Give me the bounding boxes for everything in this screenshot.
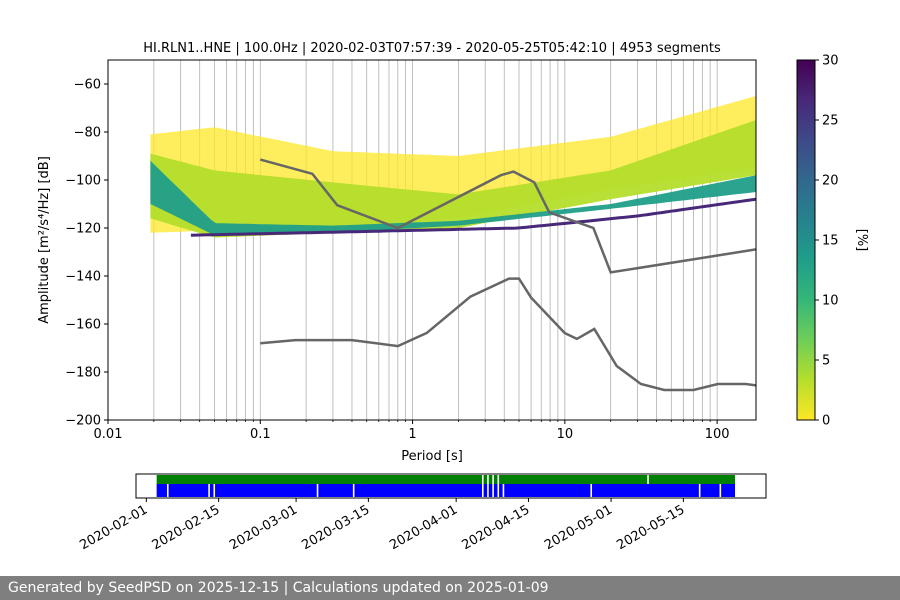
x-tick-label: 1 [408,427,416,442]
heatmap-band [150,160,756,236]
y-axis: −60 −80 −100 −120 −140 −160 −180 −200 [65,78,108,429]
footer-bar: Generated by SeedPSD on 2025-12-15 | Cal… [0,576,900,600]
x-axis: 0.01 0.1 1 10 100 [94,420,730,442]
availability-gap [590,484,593,497]
nhnm-curve [259,158,756,274]
availability-gap [487,475,489,484]
y-tick-label: −80 [74,126,101,141]
colorbar-tick-label: 5 [822,354,830,369]
footer-text: Generated by SeedPSD on 2025-12-15 | Cal… [8,580,549,596]
heatmap-layer [150,96,756,238]
colorbar-tick-label: 15 [822,234,839,249]
colorbar-ticks: 0 5 10 15 20 25 30 [815,54,839,429]
x-tick-label: 10 [557,427,574,442]
colorbar: 0 5 10 15 20 25 30 [%] [796,54,869,429]
availability-gap [698,484,701,497]
availability-gap [487,484,489,497]
availability-gap [492,484,494,497]
colorbar-tick-label: 10 [822,294,839,309]
plot-frame [107,59,757,421]
availability-gap [502,484,505,497]
timeline-tick-label: 2020-03-15 [299,502,372,553]
timeline-bars [156,475,736,497]
availability-gap [352,484,355,497]
colorbar-tick-label: 0 [822,414,830,429]
availability-timeline: 2020-02-01 2020-02-15 2020-03-01 2020-03-15… [77,473,767,553]
y-tick-label: −180 [65,366,101,381]
availability-gap [492,475,494,484]
chart-title: HI.RLN1..HNE | 100.0Hz | 2020-02-03T07:5… [143,41,721,56]
colorbar-label: [%] [854,229,869,252]
colorbar-gradient [797,60,815,420]
timeline-tick-label: 2020-05-01 [542,502,615,553]
timeline-tick-label: 2020-05-15 [614,502,687,553]
availability-gap [316,484,319,497]
timeline-axis: 2020-02-01 2020-02-15 2020-03-01 2020-03-15… [77,498,687,553]
timeline-tick-label: 2020-02-15 [150,502,223,553]
availability-gap [213,484,216,497]
timeline-tick-label: 2020-02-01 [77,502,150,553]
availability-gap [497,484,500,497]
psd-plot: HI.RLN1..HNE | 100.0Hz | 2020-02-03T07:5… [37,41,757,464]
availability-gap [481,475,484,484]
availability-gap [208,484,210,497]
x-tick-label: 0.01 [94,427,123,442]
availability-gap [481,484,484,497]
y-tick-label: −120 [65,222,101,237]
colorbar-tick-label: 25 [822,114,839,129]
y-tick-label: −100 [65,174,101,189]
availability-gap [719,484,722,497]
y-tick-label: −200 [65,414,101,429]
heatmap-band [150,120,756,238]
timeline-tick-label: 2020-04-15 [460,502,533,553]
timeline-tick-label: 2020-04-01 [387,502,460,553]
y-tick-label: −140 [65,270,101,285]
noise-models [259,158,756,392]
grid-lines [153,60,718,420]
availability-gap [647,475,649,484]
availability-bar [156,475,736,484]
y-axis-label: Amplitude [m²/s⁴/Hz] [dB] [37,156,52,324]
x-axis-label: Period [s] [401,449,463,464]
availability-bar [156,484,736,497]
availability-gap [497,475,500,484]
figure-canvas: HI.RLN1..HNE | 100.0Hz | 2020-02-03T07:5… [37,41,869,553]
colorbar-tick-label: 30 [822,54,839,69]
y-tick-label: −160 [65,318,101,333]
colorbar-tick-label: 20 [822,174,839,189]
x-tick-label: 100 [705,427,730,442]
heatmap-mode-ridge [190,197,756,237]
y-tick-label: −60 [74,78,101,93]
x-tick-label: 0.1 [250,427,271,442]
nlnm-curve [260,277,756,392]
timeline-tick-label: 2020-03-01 [227,502,300,553]
availability-gap [166,484,169,497]
